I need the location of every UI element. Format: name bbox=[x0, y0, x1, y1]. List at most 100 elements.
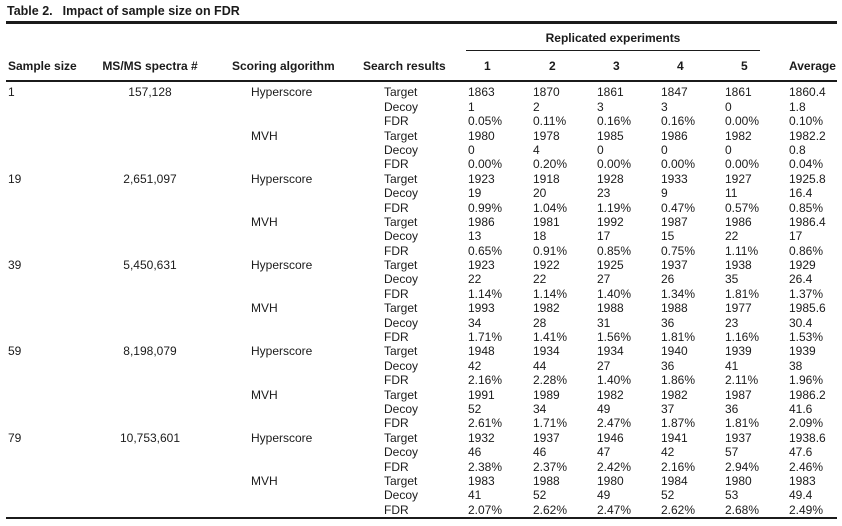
cell-experiment-value: 20 bbox=[533, 186, 547, 201]
cell-sample-size bbox=[8, 287, 90, 301]
cell-sample-size bbox=[8, 301, 90, 315]
cell-experiment-value: 1980 bbox=[468, 128, 495, 143]
table-row: MVH Target 1993 1982 1988 1988 1977 1985.6 bbox=[0, 301, 842, 315]
col-header-average: Average bbox=[789, 58, 836, 73]
cell-experiment-value: 23 bbox=[597, 186, 611, 201]
cell-experiment-value: 0.85% bbox=[597, 243, 632, 258]
col-header-exp-5: 5 bbox=[741, 58, 748, 73]
cell-average-value: 0.04% bbox=[789, 157, 824, 172]
cell-experiment-value: 1934 bbox=[597, 344, 624, 359]
col-header-exp-1: 1 bbox=[484, 58, 491, 73]
table-row: MVH Target 1983 1988 1980 1984 1980 1983 bbox=[0, 474, 842, 488]
cell-experiment-value: 1938 bbox=[725, 258, 752, 273]
cell-scoring-algorithm: MVH bbox=[251, 214, 278, 229]
cell-experiment-value: 57 bbox=[725, 445, 739, 460]
cell-sample-size bbox=[8, 157, 90, 171]
cell-experiment-value: 0.20% bbox=[533, 157, 568, 172]
table-row: Decoy 52 34 49 37 36 41.6 bbox=[0, 402, 842, 416]
cell-experiment-value: 34 bbox=[533, 401, 547, 416]
cell-experiment-value: 1.81% bbox=[725, 416, 760, 431]
cell-average-value: 26.4 bbox=[789, 272, 813, 287]
table-row: MVH Target 1980 1978 1985 1986 1982 1982.2 bbox=[0, 129, 842, 143]
cell-experiment-value: 1925 bbox=[597, 258, 624, 273]
cell-experiment-value: 1939 bbox=[725, 344, 752, 359]
cell-experiment-value: 1.19% bbox=[597, 200, 632, 215]
cell-sample-size: 39 bbox=[8, 258, 22, 273]
cell-experiment-value: 36 bbox=[725, 401, 739, 416]
cell-scoring-algorithm bbox=[210, 445, 360, 459]
cell-spectra-count bbox=[90, 229, 210, 243]
cell-experiment-value: 1863 bbox=[468, 85, 495, 100]
cell-experiment-value: 0.00% bbox=[597, 157, 632, 172]
cell-experiment-value: 1 bbox=[468, 99, 475, 114]
cell-average-value: 1.8 bbox=[789, 99, 806, 114]
cell-experiment-value: 1918 bbox=[533, 171, 560, 186]
cell-scoring-algorithm bbox=[210, 201, 360, 215]
cell-experiment-value: 2.07% bbox=[468, 502, 503, 517]
table-title: Impact of sample size on FDR bbox=[62, 4, 240, 18]
cell-experiment-value: 1937 bbox=[533, 430, 560, 445]
cell-experiment-value: 27 bbox=[597, 272, 611, 287]
cell-average-value: 16.4 bbox=[789, 186, 813, 201]
cell-scoring-algorithm bbox=[210, 488, 360, 502]
cell-experiment-value: 0.00% bbox=[468, 157, 503, 172]
cell-spectra-count bbox=[90, 316, 210, 330]
cell-experiment-value: 1.81% bbox=[661, 330, 696, 345]
cell-search-result-label: Target bbox=[384, 430, 418, 445]
cell-scoring-algorithm bbox=[210, 186, 360, 200]
cell-experiment-value: 2.37% bbox=[533, 459, 568, 474]
cell-experiment-value: 1861 bbox=[597, 85, 624, 100]
cell-experiment-value: 1.16% bbox=[725, 330, 760, 345]
cell-experiment-value: 2.16% bbox=[661, 459, 696, 474]
cell-experiment-value: 52 bbox=[533, 488, 547, 503]
cell-scoring-algorithm bbox=[210, 402, 360, 416]
cell-average-value: 2.49% bbox=[789, 502, 824, 517]
cell-search-result-label: FDR bbox=[384, 286, 409, 301]
cell-experiment-value: 1.04% bbox=[533, 200, 568, 215]
cell-experiment-value: 1.71% bbox=[533, 416, 568, 431]
cell-experiment-value: 0 bbox=[725, 99, 732, 114]
cell-sample-size bbox=[8, 114, 90, 128]
cell-experiment-value: 41 bbox=[468, 488, 482, 503]
cell-sample-size bbox=[8, 445, 90, 459]
cell-spectra-count bbox=[90, 129, 210, 143]
table-row: 79 10,753,601 Hyperscore Target 1932 1937 1946… bbox=[0, 431, 842, 445]
cell-search-result-label: FDR bbox=[384, 373, 409, 388]
cell-average-value: 30.4 bbox=[789, 315, 813, 330]
cell-experiment-value: 47 bbox=[597, 445, 611, 460]
bottom-rule bbox=[6, 517, 837, 520]
cell-average-value: 1.96% bbox=[789, 373, 824, 388]
cell-experiment-value: 0.65% bbox=[468, 243, 503, 258]
top-rule bbox=[6, 21, 837, 24]
table-body: 1 157,128 Hyperscore Target 1863 1870 1861 1847… bbox=[0, 82, 842, 517]
cell-experiment-value: 44 bbox=[533, 358, 547, 373]
cell-experiment-value: 0 bbox=[725, 142, 732, 157]
cell-spectra-count bbox=[90, 100, 210, 114]
cell-average-value: 2.46% bbox=[789, 459, 824, 474]
cell-scoring-algorithm: MVH bbox=[251, 128, 278, 143]
cell-experiment-value: 2.62% bbox=[661, 502, 696, 517]
cell-scoring-algorithm bbox=[210, 100, 360, 114]
cell-experiment-value: 4 bbox=[533, 142, 540, 157]
cell-average-value: 1986.2 bbox=[789, 387, 826, 402]
cell-scoring-algorithm: Hyperscore bbox=[251, 85, 313, 100]
table-row: Decoy 46 46 47 42 57 47.6 bbox=[0, 445, 842, 459]
col-header-scoring-algorithm: Scoring algorithm bbox=[232, 58, 335, 73]
cell-experiment-value: 3 bbox=[597, 99, 604, 114]
cell-sample-size bbox=[8, 474, 90, 488]
table-row: FDR 1.71% 1.41% 1.56% 1.81% 1.16% 1.53% bbox=[0, 330, 842, 344]
cell-sample-size bbox=[8, 373, 90, 387]
cell-experiment-value: 2.62% bbox=[533, 502, 568, 517]
cell-scoring-algorithm bbox=[210, 359, 360, 373]
cell-experiment-value: 1.86% bbox=[661, 373, 696, 388]
cell-experiment-value: 2.68% bbox=[725, 502, 760, 517]
col-header-spectra: MS/MS spectra # bbox=[102, 58, 198, 73]
cell-experiment-value: 2.47% bbox=[597, 502, 632, 517]
cell-experiment-value: 0.05% bbox=[468, 114, 503, 129]
cell-experiment-value: 18 bbox=[533, 229, 547, 244]
cell-experiment-value: 37 bbox=[661, 401, 675, 416]
cell-experiment-value: 1980 bbox=[597, 473, 624, 488]
cell-average-value: 1925.8 bbox=[789, 171, 826, 186]
cell-spectra-count: 8,198,079 bbox=[123, 344, 177, 359]
